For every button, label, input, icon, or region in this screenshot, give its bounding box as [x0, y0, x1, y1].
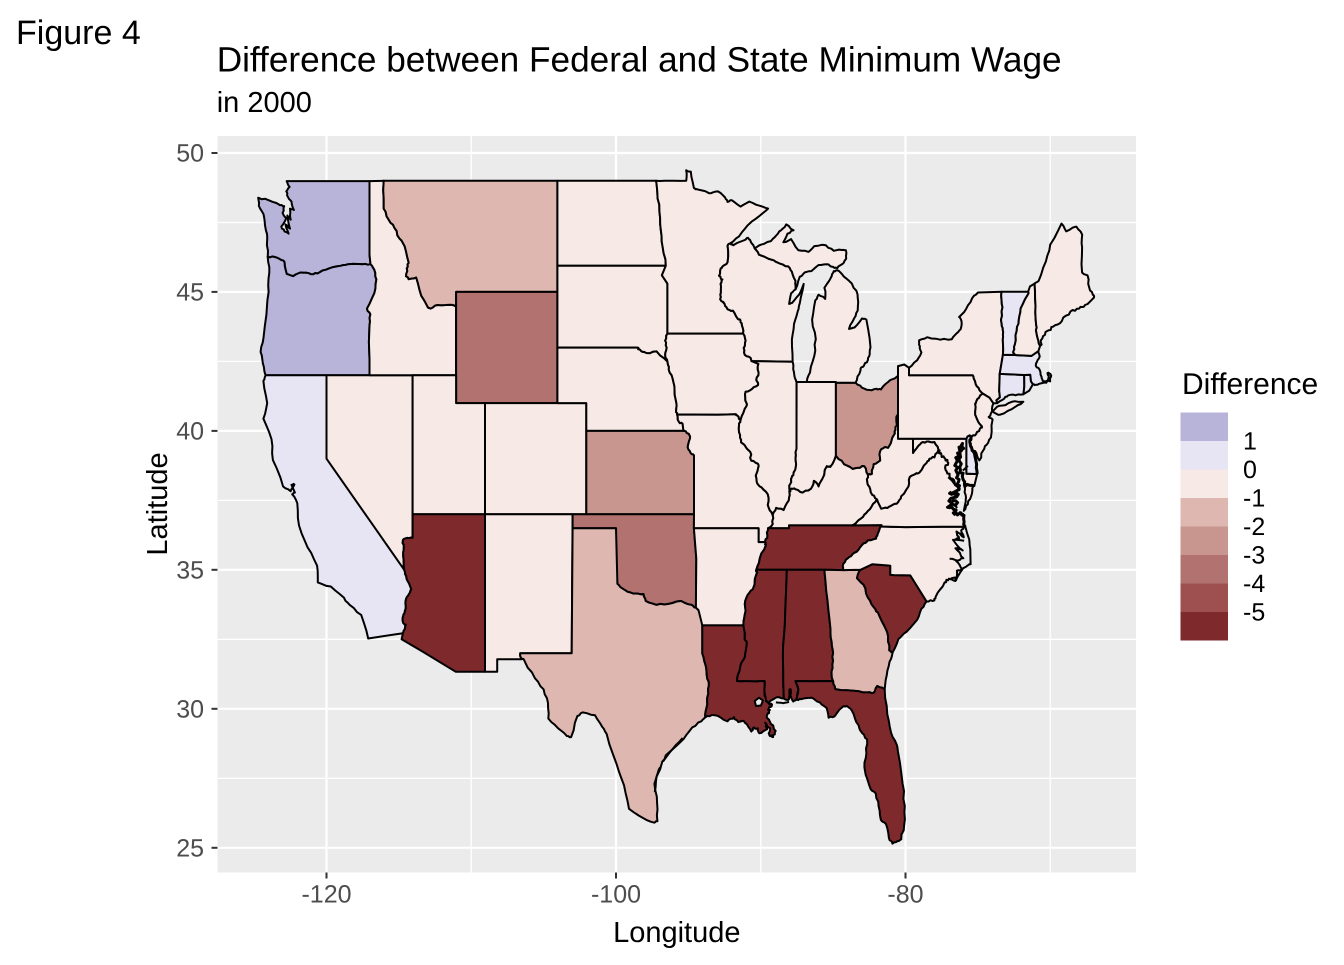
svg-text:-3: -3 — [1243, 542, 1265, 570]
svg-text:30: 30 — [176, 695, 204, 723]
svg-text:in 2000: in 2000 — [217, 87, 312, 119]
svg-text:-120: -120 — [301, 881, 351, 909]
svg-text:0: 0 — [1243, 456, 1257, 484]
svg-text:-4: -4 — [1243, 570, 1265, 598]
svg-text:1: 1 — [1243, 428, 1257, 456]
svg-text:25: 25 — [176, 834, 204, 862]
svg-text:35: 35 — [176, 556, 204, 584]
svg-text:Latitude: Latitude — [142, 452, 174, 555]
svg-text:-1: -1 — [1243, 485, 1265, 513]
svg-text:-100: -100 — [591, 881, 641, 909]
svg-text:Difference: Difference — [1182, 368, 1318, 401]
svg-text:Figure 4: Figure 4 — [16, 14, 141, 52]
svg-text:50: 50 — [176, 140, 204, 168]
svg-text:45: 45 — [176, 279, 204, 307]
svg-text:Longitude: Longitude — [613, 917, 740, 949]
svg-text:-80: -80 — [887, 881, 923, 909]
svg-text:-5: -5 — [1243, 599, 1265, 627]
svg-text:40: 40 — [176, 418, 204, 446]
svg-text:Difference between Federal and: Difference between Federal and State Min… — [217, 41, 1062, 80]
svg-text:-2: -2 — [1243, 513, 1265, 541]
